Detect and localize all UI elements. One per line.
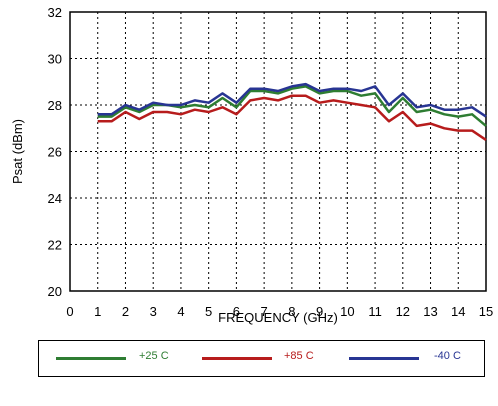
legend-label-2: -40 C — [434, 350, 461, 362]
x-tick-label: 8 — [288, 304, 295, 319]
series-layer — [97, 82, 487, 141]
x-tick-label: 6 — [233, 304, 240, 319]
legend-label-0: +25 C — [139, 350, 169, 362]
x-tick-label: 13 — [423, 304, 437, 319]
legend-label-1: +85 C — [284, 350, 314, 362]
y-tick-label: 20 — [48, 284, 62, 299]
y-tick-label: 24 — [48, 191, 62, 206]
y-tick-label: 22 — [48, 238, 62, 253]
plot-frame — [69, 11, 487, 292]
chart-grid — [70, 12, 486, 291]
x-tick-label: 0 — [66, 304, 73, 319]
x-tick-label: 10 — [340, 304, 354, 319]
y-tick-label: 26 — [48, 145, 62, 160]
x-tick-label: 11 — [368, 304, 382, 319]
x-tick-label: 15 — [479, 304, 493, 319]
x-tick-label: 2 — [122, 304, 129, 319]
series-line-1 — [97, 94, 487, 141]
x-tick-label: 9 — [316, 304, 323, 319]
x-tick-labels: 0 1 2 3 4 5 6 7 8 9 10 11 12 13 14 15 — [66, 304, 493, 319]
y-tick-label: 32 — [48, 5, 62, 20]
legend-swatch-2 — [349, 357, 419, 360]
x-axis-title: FREQUENCY (GHz) — [218, 310, 338, 325]
y-tick-label: 30 — [48, 52, 62, 67]
x-tick-label: 4 — [177, 304, 184, 319]
y-tick-labels: 20 22 24 26 28 30 32 — [48, 5, 62, 299]
x-tick-label: 5 — [205, 304, 212, 319]
legend-swatch-1 — [202, 357, 272, 360]
legend: +25 C +85 C -40 C — [38, 340, 485, 377]
x-tick-label: 3 — [150, 304, 157, 319]
x-tick-label: 14 — [451, 304, 465, 319]
x-tick-label: 7 — [261, 304, 268, 319]
x-tick-label: 12 — [396, 304, 410, 319]
series-line-2 — [97, 82, 487, 118]
y-tick-label: 28 — [48, 98, 62, 113]
x-tick-label: 1 — [94, 304, 101, 319]
legend-swatch-0 — [56, 357, 126, 360]
y-axis-title: Psat (dBm) — [10, 119, 25, 184]
